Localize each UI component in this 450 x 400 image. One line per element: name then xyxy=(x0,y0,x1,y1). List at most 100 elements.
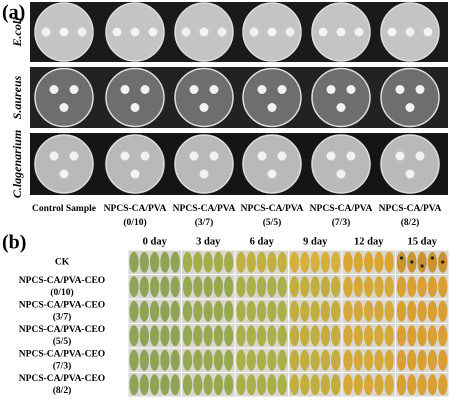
mango xyxy=(289,251,300,273)
disc xyxy=(41,27,51,37)
mango xyxy=(407,300,417,322)
row-label: (8/2) xyxy=(53,385,71,396)
mango xyxy=(193,349,203,371)
row-label: E.coli xyxy=(10,17,24,48)
disc xyxy=(209,85,219,94)
mango xyxy=(331,349,341,371)
mango xyxy=(320,349,330,371)
mango xyxy=(353,349,363,371)
mango xyxy=(160,325,170,347)
disc xyxy=(257,85,267,94)
disc xyxy=(181,27,191,37)
mango xyxy=(129,300,139,322)
mango xyxy=(438,374,448,396)
mango xyxy=(343,349,353,371)
disc xyxy=(140,151,150,161)
mango xyxy=(331,251,341,273)
mango xyxy=(257,276,267,298)
mango xyxy=(417,349,427,371)
mango xyxy=(193,276,203,298)
mango xyxy=(384,276,394,298)
disc xyxy=(199,27,209,37)
day-label: 9 day xyxy=(303,236,328,247)
petri-dish xyxy=(311,67,371,128)
mango xyxy=(417,251,427,273)
disc xyxy=(405,103,415,112)
disc xyxy=(249,27,259,37)
mango xyxy=(160,251,170,273)
row-label: (7/3) xyxy=(53,360,71,371)
day-label: 15 day xyxy=(408,236,438,247)
mango xyxy=(407,325,417,347)
column-label: NPCS-CA/PVA xyxy=(104,204,167,214)
mango xyxy=(353,300,363,322)
disc xyxy=(277,151,287,161)
mango xyxy=(331,300,341,322)
panel-label: (b) xyxy=(2,232,26,254)
mango xyxy=(364,276,374,298)
mango xyxy=(331,374,341,396)
disc xyxy=(326,151,336,161)
mango xyxy=(150,349,160,371)
mango xyxy=(139,374,149,396)
disc xyxy=(120,85,130,94)
mango xyxy=(427,325,437,347)
mango xyxy=(246,325,256,347)
mango xyxy=(300,325,310,347)
spot xyxy=(410,260,414,264)
disc xyxy=(277,85,287,94)
mango xyxy=(203,349,213,371)
disc xyxy=(257,151,267,161)
mango xyxy=(407,276,417,298)
mango xyxy=(236,374,246,396)
column-label: (3/7) xyxy=(195,217,213,228)
row-label: NPCS-CA/PVA-CEO xyxy=(19,374,105,384)
mango xyxy=(150,251,160,273)
mango xyxy=(246,251,256,273)
mango xyxy=(417,374,427,396)
mango xyxy=(343,276,353,298)
mango xyxy=(224,300,234,322)
mango xyxy=(267,325,277,347)
mango xyxy=(236,251,246,273)
disc xyxy=(130,27,140,37)
day-label: 0 day xyxy=(143,236,168,247)
mango xyxy=(277,374,287,396)
mango xyxy=(170,374,180,396)
disc xyxy=(354,27,364,37)
mango xyxy=(310,349,320,371)
row-label: S.aureus xyxy=(10,75,24,119)
mango xyxy=(213,349,223,371)
mango xyxy=(160,374,170,396)
row-label: C.lagenarium xyxy=(10,130,24,198)
mango xyxy=(257,251,267,273)
disc xyxy=(415,85,425,94)
mango xyxy=(300,251,310,273)
mango xyxy=(129,276,139,298)
mango xyxy=(407,374,417,396)
mango xyxy=(203,374,213,396)
mango xyxy=(213,276,223,298)
mango xyxy=(396,276,407,298)
mango xyxy=(353,325,363,347)
disc xyxy=(112,27,122,37)
mango xyxy=(396,251,407,273)
mango xyxy=(417,300,427,322)
mango xyxy=(343,251,353,273)
mango xyxy=(438,276,448,298)
mango xyxy=(427,300,437,322)
mango xyxy=(257,300,267,322)
mango xyxy=(396,349,407,371)
column-label: (7/3) xyxy=(332,217,350,228)
column-label: NPCS-CA/PVA xyxy=(379,204,442,214)
disc xyxy=(49,151,59,161)
disc xyxy=(267,27,277,37)
column-label: (8/2) xyxy=(401,217,419,228)
mango xyxy=(310,325,320,347)
column-label: NPCS-CA/PVA xyxy=(241,204,304,214)
mango xyxy=(160,349,170,371)
petri-dish xyxy=(380,67,440,128)
disc xyxy=(318,27,328,37)
mango xyxy=(182,276,193,298)
mango xyxy=(310,276,320,298)
